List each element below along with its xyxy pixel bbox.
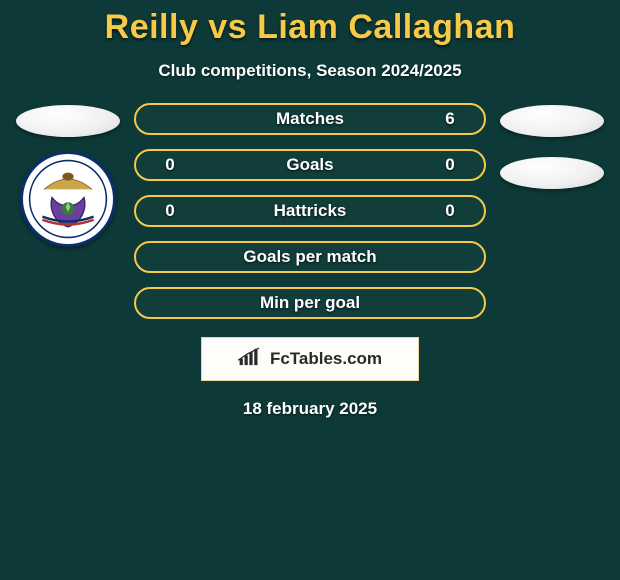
watermark-text: FcTables.com bbox=[270, 349, 382, 369]
watermark-badge: FcTables.com bbox=[201, 337, 419, 381]
stat-label: Matches bbox=[188, 109, 432, 129]
subtitle: Club competitions, Season 2024/2025 bbox=[0, 61, 620, 81]
stat-bars: Matches 6 0 Goals 0 0 Hattricks 0 Goals … bbox=[134, 103, 486, 319]
club-badge-icon bbox=[20, 151, 116, 247]
stat-right-value: 0 bbox=[432, 201, 468, 221]
player-photo-placeholder bbox=[500, 105, 604, 137]
player-photo-placeholder bbox=[16, 105, 120, 137]
stat-right-value: 0 bbox=[432, 155, 468, 175]
date-text: 18 february 2025 bbox=[0, 399, 620, 419]
comparison-panel: Matches 6 0 Goals 0 0 Hattricks 0 Goals … bbox=[0, 103, 620, 319]
stat-row-matches: Matches 6 bbox=[134, 103, 486, 135]
stat-label: Min per goal bbox=[188, 293, 432, 313]
stat-row-hattricks: 0 Hattricks 0 bbox=[134, 195, 486, 227]
stat-left-value: 0 bbox=[152, 201, 188, 221]
stat-label: Goals per match bbox=[188, 247, 432, 267]
stat-row-gpm: Goals per match bbox=[134, 241, 486, 273]
page-title: Reilly vs Liam Callaghan bbox=[0, 0, 620, 47]
left-player-col bbox=[12, 103, 124, 247]
right-player-col bbox=[496, 103, 608, 189]
stat-left-value: 0 bbox=[152, 155, 188, 175]
stat-right-value: 6 bbox=[432, 109, 468, 129]
stat-row-goals: 0 Goals 0 bbox=[134, 149, 486, 181]
stat-label: Hattricks bbox=[188, 201, 432, 221]
player-photo-placeholder bbox=[500, 157, 604, 189]
stat-label: Goals bbox=[188, 155, 432, 175]
stat-row-mpg: Min per goal bbox=[134, 287, 486, 319]
bar-chart-icon bbox=[238, 347, 264, 372]
